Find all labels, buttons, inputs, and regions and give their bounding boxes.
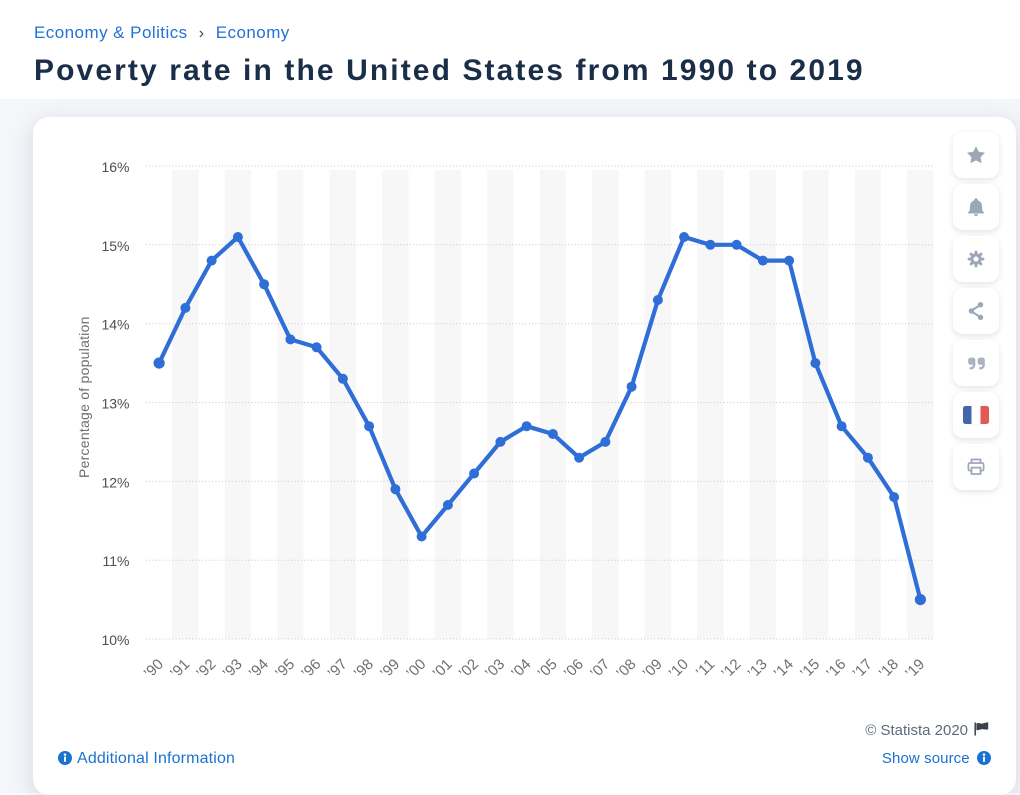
svg-text:’00: ’00 [403,656,429,682]
svg-text:’98: ’98 [351,656,377,682]
svg-text:’03: ’03 [482,656,508,682]
svg-text:’15: ’15 [797,656,823,682]
svg-text:14%: 14% [101,317,129,333]
svg-text:’93: ’93 [220,656,246,682]
svg-text:’06: ’06 [561,656,587,682]
svg-text:’16: ’16 [823,656,849,682]
svg-text:’96: ’96 [298,656,324,682]
svg-text:’17: ’17 [850,656,876,682]
svg-text:’02: ’02 [456,656,482,682]
svg-text:’01: ’01 [430,656,456,682]
svg-text:13%: 13% [101,396,129,412]
svg-text:’90: ’90 [141,656,167,682]
svg-text:16%: 16% [101,159,129,175]
svg-text:’18: ’18 [876,656,902,682]
svg-text:’97: ’97 [325,656,351,682]
svg-text:’94: ’94 [246,656,272,682]
svg-text:’12: ’12 [718,656,744,682]
svg-text:’11: ’11 [693,656,718,681]
svg-text:’05: ’05 [535,656,561,682]
svg-text:12%: 12% [101,474,129,490]
svg-text:’95: ’95 [272,656,298,682]
svg-text:15%: 15% [101,238,129,254]
svg-text:’08: ’08 [613,656,639,682]
svg-text:’04: ’04 [508,656,534,682]
svg-text:Percentage of population: Percentage of population [76,316,92,478]
svg-text:’14: ’14 [771,656,797,682]
svg-text:’91: ’91 [167,656,193,682]
svg-text:’19: ’19 [902,656,928,682]
svg-text:’07: ’07 [587,656,613,682]
svg-text:10%: 10% [101,632,129,648]
svg-text:’10: ’10 [666,656,692,682]
svg-text:’99: ’99 [377,656,403,682]
svg-text:’09: ’09 [640,656,666,682]
svg-text:11%: 11% [103,553,130,569]
svg-text:’13: ’13 [745,656,771,682]
svg-text:’92: ’92 [193,656,219,682]
